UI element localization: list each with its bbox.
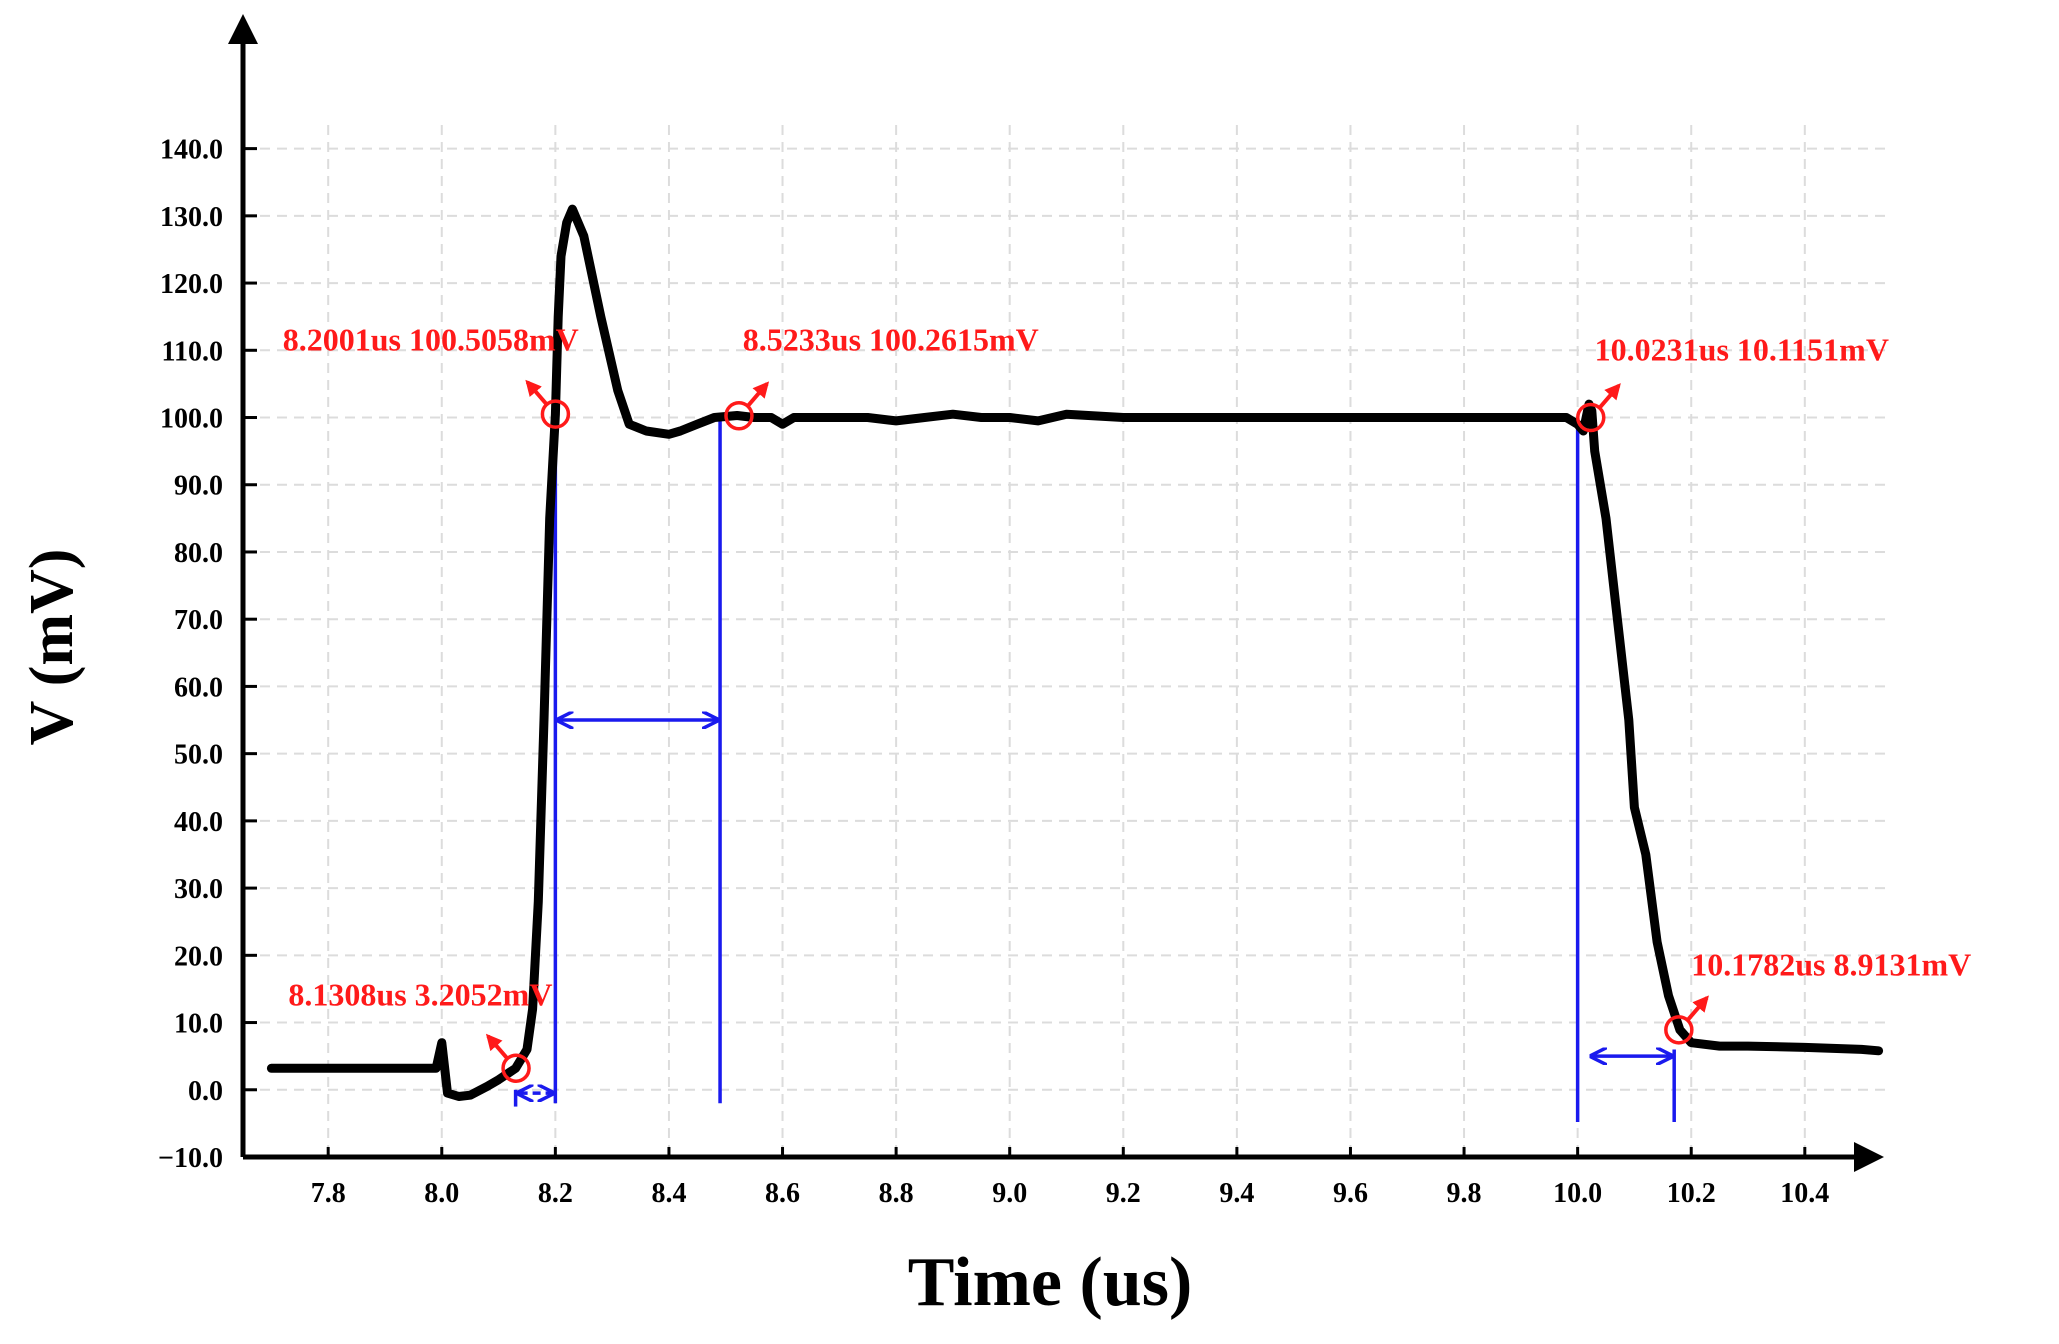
y-tick-label: −10.0 xyxy=(158,1143,223,1174)
x-tick-label: 8.0 xyxy=(424,1178,459,1209)
annotations: 8.1308us 3.2052mV 8.2001us 100.5058mV 8.52… xyxy=(283,321,1971,1083)
x-tick-label: 9.2 xyxy=(1106,1178,1141,1209)
y-tick-label: 80.0 xyxy=(174,538,223,569)
y-tick-label: 100.0 xyxy=(160,404,223,435)
series xyxy=(266,204,1884,1101)
axes: 7.8 8.0 8.2 8.4 8.6 8.8 9.0 9.2 9.4 9.6 9.8 10.0 10.… xyxy=(158,14,1884,1209)
x-tick-label: 10.2 xyxy=(1667,1178,1716,1209)
x-tick-label: 9.0 xyxy=(992,1178,1027,1209)
x-tick-label: 8.6 xyxy=(765,1178,800,1209)
series-line xyxy=(266,204,1884,1101)
x-axis-title: Time (us) xyxy=(908,1244,1193,1321)
x-tick-label: 10.4 xyxy=(1780,1178,1829,1209)
annotation-arrow xyxy=(1598,383,1621,409)
annotation-label: 10.1782us 8.9131mV xyxy=(1691,946,1971,982)
y-tick-label: 90.0 xyxy=(174,471,223,502)
x-tick-label: 8.2 xyxy=(538,1178,573,1209)
y-tick-label: 110.0 xyxy=(162,336,223,367)
annotation-circle xyxy=(1664,1015,1694,1045)
y-axis-title: V (mV) xyxy=(18,549,86,746)
annotation-circle xyxy=(724,401,754,431)
x-tick-label: 10.0 xyxy=(1553,1178,1602,1209)
annotation-circle xyxy=(540,399,571,429)
y-tick-label: 140.0 xyxy=(160,135,223,166)
x-tick-label: 8.8 xyxy=(879,1178,914,1209)
y-tick-label: 50.0 xyxy=(174,740,223,771)
x-tick-label: 8.4 xyxy=(651,1178,686,1209)
y-tick-label: 30.0 xyxy=(174,874,223,905)
y-tick-label: 120.0 xyxy=(160,269,223,300)
measurement-markers xyxy=(513,414,1676,1123)
x-tick-label: 7.8 xyxy=(311,1178,346,1209)
y-tick-label: 0.0 xyxy=(188,1076,223,1107)
x-tick-label: 9.8 xyxy=(1447,1178,1482,1209)
annotation-label: 8.5233us 100.2615mV xyxy=(743,321,1039,357)
annotation-arrow xyxy=(485,1033,509,1060)
annotation-circle xyxy=(501,1053,531,1083)
y-tick-label: 20.0 xyxy=(174,941,223,972)
x-tick-label: 9.4 xyxy=(1219,1178,1254,1209)
annotation-label: 8.1308us 3.2052mV xyxy=(288,977,552,1013)
annotation-label: 10.0231us 10.1151mV xyxy=(1595,331,1889,367)
y-tick-label: 10.0 xyxy=(174,1009,223,1040)
x-tick-label: 9.6 xyxy=(1333,1178,1368,1209)
grid xyxy=(243,125,1890,1157)
y-tick-label: 70.0 xyxy=(174,605,223,636)
annotation-arrow xyxy=(1686,995,1709,1022)
annotation-arrow xyxy=(525,379,548,406)
y-tick-label: 60.0 xyxy=(174,672,223,703)
annotation-arrow xyxy=(746,381,770,408)
annotation-label: 8.2001us 100.5058mV xyxy=(283,321,579,357)
annotation-circle xyxy=(1576,402,1606,433)
y-tick-label: 130.0 xyxy=(160,202,223,233)
y-tick-label: 40.0 xyxy=(174,807,223,838)
